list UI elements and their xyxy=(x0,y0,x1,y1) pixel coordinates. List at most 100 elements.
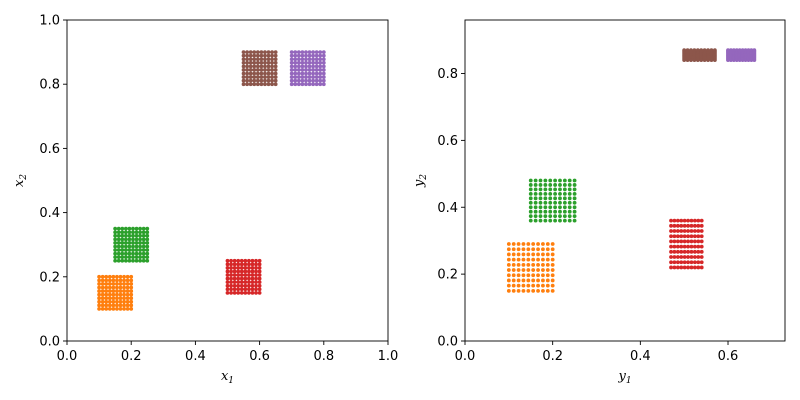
data-point xyxy=(266,57,271,62)
data-point xyxy=(120,226,125,231)
data-point xyxy=(526,283,531,288)
data-point xyxy=(145,244,150,249)
y-axis-label: y2 xyxy=(412,174,429,188)
data-point xyxy=(104,296,109,301)
data-point xyxy=(307,57,312,62)
data-point xyxy=(528,196,533,201)
data-point xyxy=(541,252,545,257)
data-point xyxy=(536,262,540,267)
data-point xyxy=(107,274,112,279)
data-point xyxy=(675,255,680,259)
data-point xyxy=(531,288,536,293)
data-point xyxy=(321,64,326,69)
data-point xyxy=(127,241,132,245)
data-point xyxy=(699,239,704,244)
y-tick-label: 0.8 xyxy=(437,67,458,82)
data-point xyxy=(116,233,121,238)
data-point xyxy=(241,78,246,83)
data-point xyxy=(273,68,278,72)
data-point xyxy=(553,191,558,196)
data-point xyxy=(541,283,545,288)
data-point xyxy=(567,218,572,223)
cluster-4 xyxy=(726,48,757,63)
data-point xyxy=(506,247,511,252)
data-point xyxy=(685,48,690,52)
data-point xyxy=(122,285,126,290)
data-point xyxy=(521,242,526,246)
data-point xyxy=(311,71,315,76)
data-point xyxy=(104,292,109,297)
data-point xyxy=(689,239,694,244)
data-point xyxy=(229,265,233,270)
data-point xyxy=(543,178,548,183)
data-point xyxy=(567,214,572,219)
data-point xyxy=(259,75,264,79)
data-point xyxy=(669,260,673,265)
data-point xyxy=(699,48,704,52)
data-point xyxy=(300,50,305,54)
data-point xyxy=(129,282,134,286)
data-point xyxy=(550,252,555,257)
data-point xyxy=(243,258,248,263)
data-point xyxy=(545,278,550,283)
x-tick-label: 0.6 xyxy=(718,349,739,364)
data-point xyxy=(516,288,521,293)
data-point xyxy=(236,265,241,270)
data-point xyxy=(118,278,123,283)
data-point xyxy=(118,274,123,279)
data-point xyxy=(259,50,264,54)
data-point xyxy=(131,233,135,238)
y-tick-label: 1.0 xyxy=(39,14,60,29)
data-point xyxy=(526,262,531,267)
data-point xyxy=(247,283,251,288)
data-point xyxy=(307,60,312,65)
data-point xyxy=(250,280,255,285)
data-point xyxy=(558,205,562,210)
data-point xyxy=(115,307,119,311)
data-point xyxy=(257,290,262,295)
data-point xyxy=(254,276,258,281)
data-point xyxy=(229,262,233,267)
data-point xyxy=(526,273,531,278)
data-point xyxy=(553,183,558,187)
data-point xyxy=(255,71,260,76)
data-point xyxy=(682,249,687,254)
data-point xyxy=(675,249,680,254)
data-point xyxy=(263,78,267,83)
data-point xyxy=(314,53,319,58)
data-point xyxy=(115,289,119,293)
data-point xyxy=(107,296,112,301)
data-point xyxy=(122,299,126,304)
data-point xyxy=(699,223,704,228)
data-point xyxy=(511,262,516,267)
data-point xyxy=(145,255,150,260)
data-point xyxy=(289,64,294,69)
data-point xyxy=(672,244,677,249)
y-tick-label: 0.0 xyxy=(437,335,458,350)
data-point xyxy=(553,196,558,201)
data-point xyxy=(123,230,128,235)
data-point xyxy=(263,57,267,62)
data-point xyxy=(252,50,257,54)
data-point xyxy=(273,50,278,54)
data-point xyxy=(572,183,577,187)
data-point xyxy=(304,50,308,54)
data-point xyxy=(247,262,251,267)
data-point xyxy=(247,276,251,281)
data-point xyxy=(259,53,264,58)
data-point xyxy=(111,307,116,311)
data-point xyxy=(541,247,545,252)
data-point xyxy=(675,260,680,265)
data-point xyxy=(516,278,521,283)
data-point xyxy=(225,258,230,263)
data-point xyxy=(266,68,271,72)
data-point xyxy=(245,75,250,79)
data-point xyxy=(545,242,550,246)
data-point xyxy=(572,191,577,196)
data-point xyxy=(266,60,271,65)
data-point xyxy=(116,226,121,231)
data-point xyxy=(138,233,143,238)
data-point xyxy=(516,268,521,272)
data-point xyxy=(115,274,119,279)
